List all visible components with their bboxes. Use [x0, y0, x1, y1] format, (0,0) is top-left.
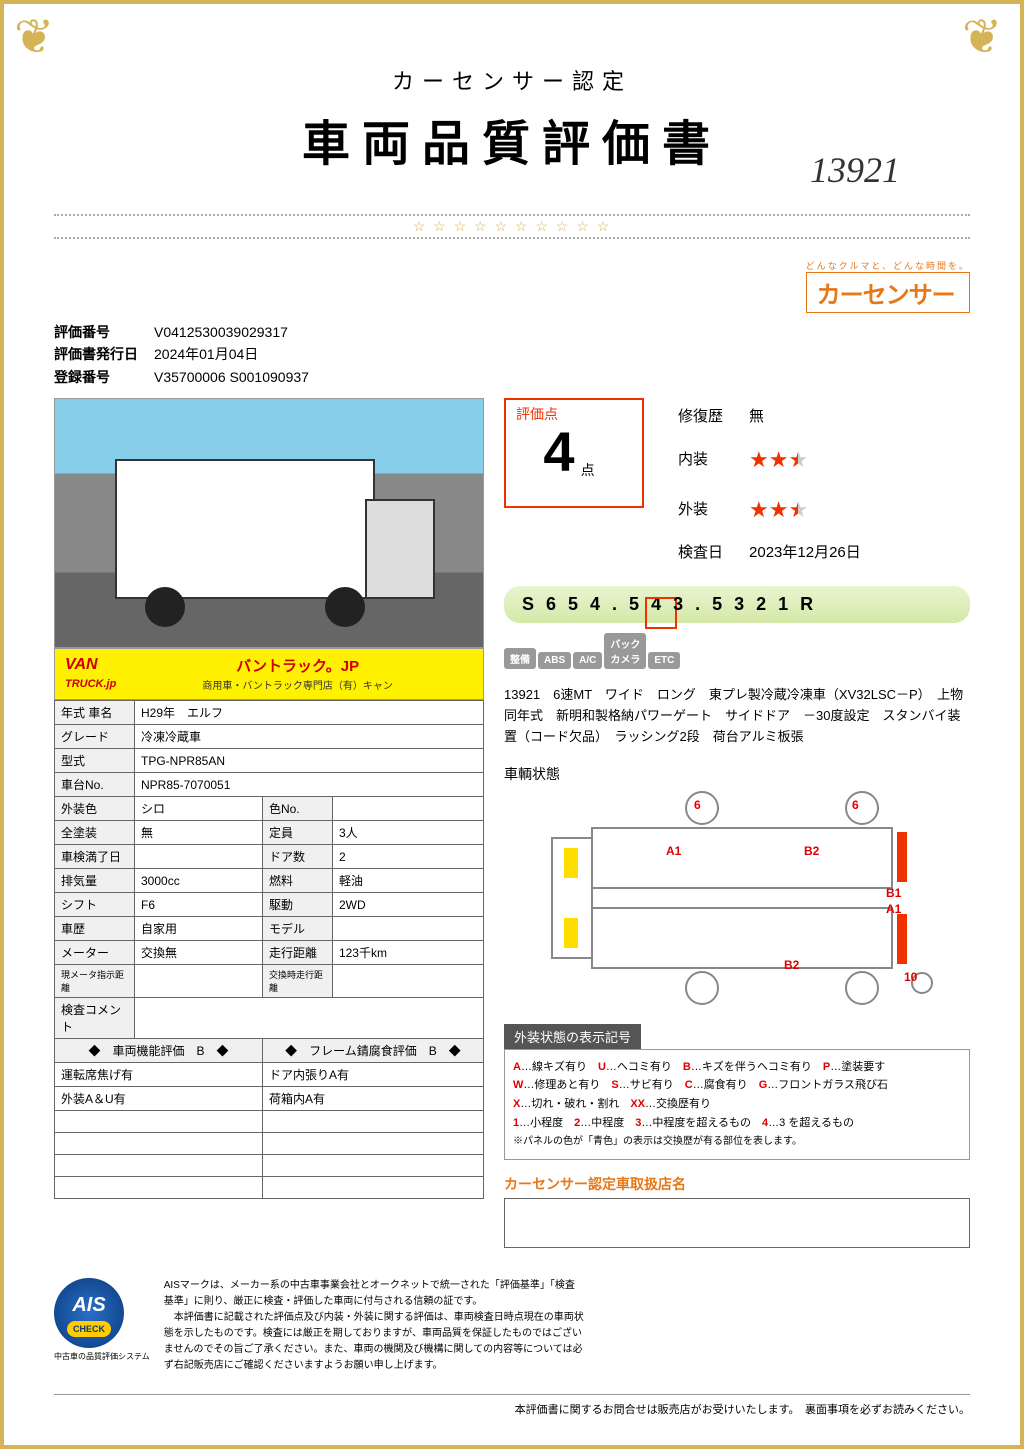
damage-mark: B2: [804, 844, 819, 858]
feature-badges: 整備ABSA/CバックカメラETC: [504, 633, 970, 669]
damage-mark: A1: [886, 902, 901, 916]
vehicle-photo: [54, 398, 484, 648]
brand-logo: カーセンサー: [806, 272, 970, 313]
feature-badge: ABS: [538, 652, 571, 669]
vehicle-diagram: 6 6 A1 B2 B1 A1 B2 10: [504, 788, 970, 1008]
meta-block: 評価番号V0412530039029317 評価書発行日2024年01月04日 …: [54, 321, 970, 388]
feature-badge: 整備: [504, 648, 536, 669]
score-box: 評価点 4 点: [504, 398, 644, 508]
exterior-stars: ★★★: [737, 486, 873, 534]
feature-badge: ETC: [648, 652, 680, 669]
score-unit: 点: [581, 460, 605, 480]
brand-row: どんなクルマと、どんな時間を。 カーセンサー: [54, 259, 970, 313]
subtitle: カーセンサー認定: [54, 64, 970, 96]
handwritten-id: 13921: [810, 149, 900, 191]
reg-no: V35700006 S001090937: [154, 369, 309, 385]
description: 13921 6速MT ワイド ロング 東プレ製冷蔵冷凍車（XV32LSC－P） …: [504, 685, 970, 747]
ais-section: AIS CHECK 中古車の品質評価システム AISマークは、メーカー系の中古車…: [54, 1278, 970, 1374]
damage-mark: 6: [694, 798, 701, 812]
dealer-box: [504, 1198, 970, 1248]
damage-mark: B1: [886, 886, 901, 900]
dealer-banner: VANTRUCK.jp バントラック。JP 商用車・バントラック専門店（有）キャ…: [54, 648, 484, 700]
condition-label: 車輌状態: [504, 764, 970, 784]
issue-date: 2024年01月04日: [154, 346, 258, 362]
feature-badge: バックカメラ: [604, 633, 646, 669]
ornament-tr: ❦: [962, 14, 1010, 62]
banner-main: バントラック。JP: [236, 658, 359, 675]
legend-box: A…線キズ有り U…ヘコミ有り B…キズを伴うヘコミ有り P…塗装要す W…修理…: [504, 1049, 970, 1160]
ais-text: AISマークは、メーカー系の中古車事業会社とオークネットで統一された「評価基準」…: [164, 1278, 584, 1374]
eval-no-label: 評価番号: [54, 321, 154, 343]
spec-table: 年式 車名H29年 エルフ グレード冷凍冷蔵車 型式TPG-NPR85AN 車台…: [54, 700, 484, 1199]
score-value: 4: [543, 424, 574, 480]
score-scale: S654.543.5321R: [504, 586, 970, 623]
damage-mark: B2: [784, 958, 799, 972]
certificate-page: ❦ ❦ カーセンサー認定 車両品質評価書 13921 ☆ ☆ ☆ ☆ ☆ ☆ ☆…: [0, 0, 1024, 1449]
ais-badge: AIS CHECK: [54, 1278, 124, 1348]
damage-mark: 6: [852, 798, 859, 812]
issue-date-label: 評価書発行日: [54, 343, 154, 365]
legend-title: 外装状態の表示記号: [504, 1024, 641, 1049]
feature-badge: A/C: [573, 652, 602, 669]
damage-mark: 10: [904, 970, 917, 984]
interior-stars: ★★★: [737, 436, 873, 484]
ratings-table: 修復歴無 内装★★★ 外装★★★ 検査日2023年12月26日: [664, 398, 875, 572]
reg-no-label: 登録番号: [54, 366, 154, 388]
eval-no: V0412530039029317: [154, 324, 288, 340]
left-column: VANTRUCK.jp バントラック。JP 商用車・バントラック専門店（有）キャ…: [54, 398, 484, 1248]
brand-tagline: どんなクルマと、どんな時間を。: [806, 259, 970, 272]
dealer-label: カーセンサー認定車取扱店名: [504, 1174, 970, 1194]
ornament-tl: ❦: [14, 14, 62, 62]
banner-sub: 商用車・バントラック専門店（有）キャン: [202, 681, 393, 692]
damage-mark: A1: [666, 844, 681, 858]
right-column: 評価点 4 点 修復歴無 内装★★★ 外装★★★ 検査日2023年12月26日 …: [504, 398, 970, 1248]
footer-note: 本評価書に関するお問合せは販売店がお受けいたします。 裏面事項を必ずお読みくださ…: [54, 1394, 970, 1417]
star-divider: ☆ ☆ ☆ ☆ ☆ ☆ ☆ ☆ ☆ ☆: [54, 214, 970, 239]
